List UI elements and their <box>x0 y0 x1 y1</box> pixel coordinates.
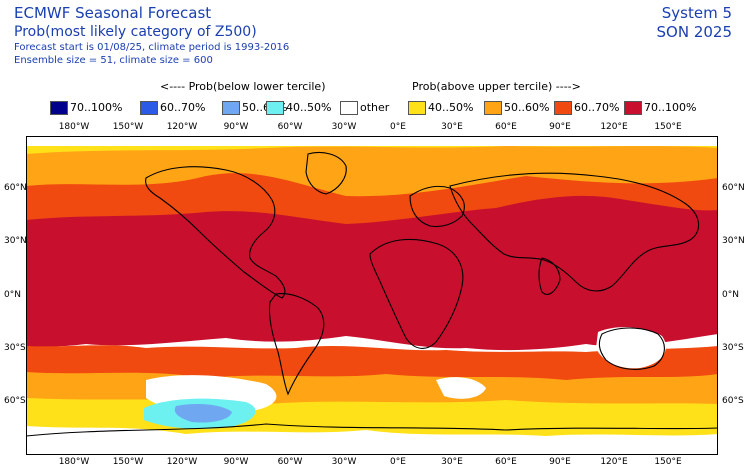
legend-swatch <box>266 101 284 115</box>
below-tercile-title: <---- Prob(below lower tercile) <box>160 80 326 93</box>
legend-swatch <box>140 101 158 115</box>
legend-swatch <box>554 101 572 115</box>
lon-tick-label: 150°E <box>654 457 682 467</box>
lon-tick-label: 150°E <box>654 122 682 132</box>
lon-tick-label: 120°E <box>600 122 628 132</box>
legend-swatch <box>408 101 426 115</box>
lon-tick-label: 60°W <box>277 122 303 132</box>
lat-tick-label: 60°S <box>4 396 26 406</box>
legend-label: 50..60% <box>504 101 550 114</box>
legend-label: 70..100% <box>70 101 123 114</box>
coast-south-america <box>268 293 325 396</box>
lon-tick-label: 30°W <box>331 122 357 132</box>
coast-australia <box>598 327 665 370</box>
lat-tick-label: 60°N <box>722 183 745 193</box>
ensemble-info: Ensemble size = 51, climate size = 600 <box>14 55 213 66</box>
system-label: System 5 <box>661 4 732 22</box>
legend-label: 40..50% <box>428 101 474 114</box>
lat-tick-label: 30°S <box>4 343 26 353</box>
season-label: SON 2025 <box>656 23 733 41</box>
lon-tick-label: 30°W <box>331 457 357 467</box>
coast-india <box>538 257 561 295</box>
legend-swatch <box>50 101 68 115</box>
lon-tick-label: 120°W <box>166 457 198 467</box>
legend-swatch <box>222 101 240 115</box>
title-block: ECMWF Seasonal Forecast Prob(most likely… <box>14 4 289 67</box>
lon-ticks-top: 180°W 150°W 120°W 90°W 60°W 30°W 0°E 30°E 60°E 90… <box>0 122 746 134</box>
zone-other-australia <box>596 327 666 369</box>
legend-label: 60..70% <box>160 101 206 114</box>
lat-tick-label: 0°N <box>4 290 21 300</box>
lon-tick-label: 60°E <box>495 122 517 132</box>
zone-below-lightblue <box>174 404 232 423</box>
lon-tick-label: 60°E <box>495 457 517 467</box>
coast-north-america <box>145 166 286 299</box>
coast-africa <box>369 238 464 349</box>
lon-tick-label: 90°W <box>223 122 249 132</box>
lat-tick-label: 60°N <box>4 183 27 193</box>
lon-tick-label: 60°W <box>277 457 303 467</box>
zone-other-antarctic <box>26 426 718 455</box>
lat-tick-label: 60°S <box>722 396 744 406</box>
coast-antarctica <box>26 423 718 437</box>
legend-swatch <box>484 101 502 115</box>
lat-tick-label: 30°N <box>722 236 745 246</box>
zone-other-indian <box>436 377 486 399</box>
lat-tick-label: 0°N <box>722 290 739 300</box>
lon-tick-label: 150°W <box>112 457 144 467</box>
lat-tick-label: 30°S <box>722 343 744 353</box>
zone-tropics-dark-red <box>26 195 718 351</box>
lon-tick-label: 90°W <box>223 457 249 467</box>
lon-ticks-bottom: 180°W 150°W 120°W 90°W 60°W 30°W 0°E 30°E 60°E 90… <box>0 457 746 469</box>
lon-tick-label: 180°W <box>58 122 90 132</box>
chart-title: ECMWF Seasonal Forecast <box>14 4 212 22</box>
legend-label: 70..100% <box>644 101 697 114</box>
legend-swatch <box>624 101 642 115</box>
coast-asia <box>449 172 700 292</box>
lon-tick-label: 0°E <box>390 122 406 132</box>
lon-tick-label: 150°W <box>112 122 144 132</box>
color-legend: 70..100% 60..70% 50..60% 40..50% other 40..50… <box>0 101 746 117</box>
lon-tick-label: 120°W <box>166 122 198 132</box>
lon-tick-label: 120°E <box>600 457 628 467</box>
lon-tick-label: 0°E <box>390 457 406 467</box>
lon-tick-label: 90°E <box>549 122 571 132</box>
coast-greenland <box>305 151 347 195</box>
legend-swatch <box>340 101 358 115</box>
lat-tick-label: 30°N <box>4 236 27 246</box>
legend-label: other <box>360 101 390 114</box>
above-tercile-title: Prob(above upper tercile) ----> <box>412 80 581 93</box>
lon-tick-label: 30°E <box>441 122 463 132</box>
legend-label: 40..50% <box>286 101 332 114</box>
chart-subtitle: Prob(most likely category of Z500) <box>14 24 257 40</box>
coast-europe <box>409 185 465 228</box>
forecast-info: Forecast start is 01/08/25, climate peri… <box>14 42 290 53</box>
legend-label: 60..70% <box>574 101 620 114</box>
probability-map <box>26 136 718 455</box>
system-block: System 5 SON 2025 <box>657 4 733 42</box>
lon-tick-label: 90°E <box>549 457 571 467</box>
map-frame <box>26 136 718 455</box>
lon-tick-label: 30°E <box>441 457 463 467</box>
lon-tick-label: 180°W <box>58 457 90 467</box>
